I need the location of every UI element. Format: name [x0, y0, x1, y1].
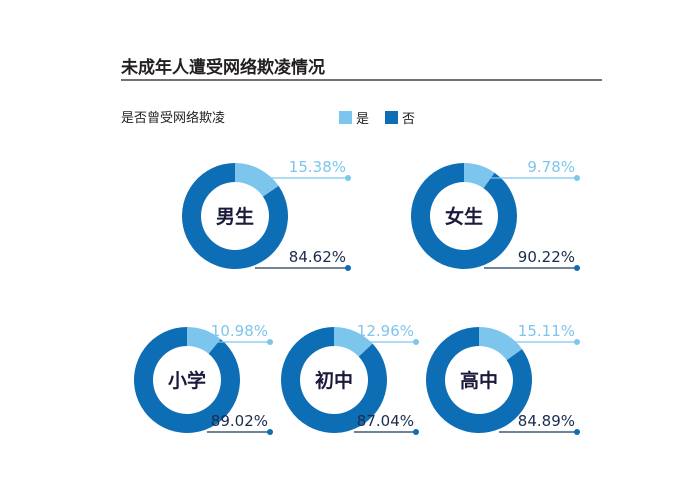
chart-subtitle: 是否曾受网络欺凌 [121, 110, 225, 126]
no-value-4: 84.89% [518, 412, 575, 430]
center-label-2: 小学 [168, 369, 206, 392]
legend-swatch-yes [339, 111, 352, 124]
leader-dot-yes-3 [413, 339, 419, 345]
no-value-2: 89.02% [211, 412, 268, 430]
group-0: 男生 15.38% 84.62% [181, 158, 351, 271]
yes-value-4: 15.11% [518, 322, 575, 340]
slice-no-4 [425, 327, 532, 433]
legend-label-yes: 是 [356, 112, 369, 127]
slice-no-2 [133, 327, 240, 434]
slice-no-1 [411, 163, 517, 270]
leader-dot-yes-1 [574, 175, 580, 181]
slice-yes-2 [187, 327, 221, 354]
leader-dot-yes-4 [574, 339, 580, 345]
leader-dot-no-0 [345, 265, 351, 271]
legend-swatch-no [385, 111, 398, 124]
no-value-0: 84.62% [289, 248, 346, 266]
yes-value-2: 10.98% [211, 322, 268, 340]
chart-title: 未成年人遭受网络欺凌情况 [120, 57, 325, 78]
yes-value-0: 15.38% [289, 158, 346, 176]
no-value-1: 90.22% [518, 248, 575, 266]
leader-dot-no-3 [413, 429, 419, 435]
slice-yes-1 [464, 163, 495, 189]
slice-no-3 [281, 327, 388, 434]
center-label-1: 女生 [445, 205, 483, 228]
center-label-3: 初中 [315, 369, 353, 392]
yes-value-3: 12.96% [357, 322, 414, 340]
group-1: 女生 9.78% 90.22% [411, 158, 580, 271]
group-4: 高中 15.11% 84.89% [425, 322, 580, 435]
yes-value-1: 9.78% [527, 158, 575, 176]
legend: 是 否 [339, 111, 415, 127]
legend-label-no: 否 [402, 112, 415, 127]
group-2: 小学 10.98% 89.02% [133, 322, 273, 435]
leader-dot-no-4 [574, 429, 580, 435]
center-label-0: 男生 [216, 205, 254, 228]
leader-dot-yes-0 [345, 175, 351, 181]
leader-dot-no-2 [267, 429, 273, 435]
slice-yes-0 [235, 163, 279, 197]
leader-dot-yes-2 [267, 339, 273, 345]
slice-no-0 [181, 163, 288, 269]
group-3: 初中 12.96% 87.04% [281, 322, 419, 435]
leader-dot-no-1 [574, 265, 580, 271]
no-value-3: 87.04% [357, 412, 414, 430]
center-label-4: 高中 [460, 369, 498, 392]
slice-yes-4 [479, 327, 523, 361]
